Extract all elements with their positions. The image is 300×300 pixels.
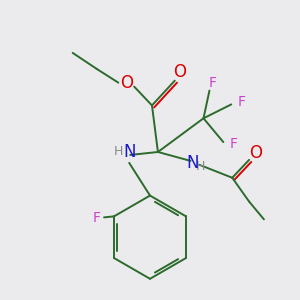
Text: N: N [123, 143, 135, 161]
Text: O: O [120, 74, 133, 92]
Text: O: O [173, 63, 186, 81]
Text: N: N [186, 154, 199, 172]
Text: F: F [229, 137, 237, 151]
Text: F: F [208, 76, 216, 90]
Text: F: F [92, 212, 100, 225]
Text: O: O [250, 144, 262, 162]
Text: F: F [237, 95, 245, 110]
Text: H: H [114, 146, 123, 158]
Text: H: H [196, 160, 205, 173]
